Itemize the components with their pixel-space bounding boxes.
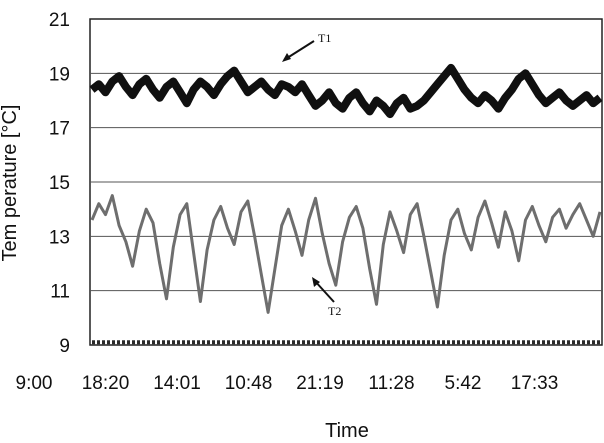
x-tick-label: 18:20 <box>82 373 130 394</box>
x-tick-label: 17:33 <box>511 373 559 394</box>
y-axis-title: Tem perature [°C] <box>0 105 21 262</box>
y-tick-labels: 9 11 13 15 17 19 21 <box>49 10 70 357</box>
y-tick-label: 21 <box>49 10 70 31</box>
annotation-t1: T1 <box>318 31 331 45</box>
x-tick-label: 10:48 <box>225 373 273 394</box>
y-tick-label: 19 <box>49 64 70 85</box>
series-line-t2 <box>90 194 602 314</box>
y-tick-label: 17 <box>49 119 70 140</box>
x-axis-title: Time <box>325 420 369 442</box>
y-tick-label: 9 <box>59 336 70 357</box>
y-tick-label: 13 <box>49 227 70 248</box>
y-tick-label: 11 <box>50 282 70 303</box>
annotations: T1 T2 <box>282 31 341 318</box>
x-tick-label: 21:19 <box>296 373 344 394</box>
series-line-t1 <box>89 63 603 119</box>
x-tick-label: 5:42 <box>445 373 482 394</box>
annotation-arrowhead-t2 <box>312 277 320 287</box>
x-tick-label: 11:28 <box>368 373 414 394</box>
annotation-t2: T2 <box>328 304 341 318</box>
x-tick-label: 9:00 <box>16 373 53 394</box>
x-tick-label: 14:01 <box>153 373 201 394</box>
x-tick-labels: 9:00 18:20 14:01 10:48 21:19 11:28 5:42 17:33 <box>16 373 559 394</box>
series-group <box>89 63 603 345</box>
y-tick-label: 15 <box>49 173 70 194</box>
annotation-arrowhead-t1 <box>282 53 291 62</box>
